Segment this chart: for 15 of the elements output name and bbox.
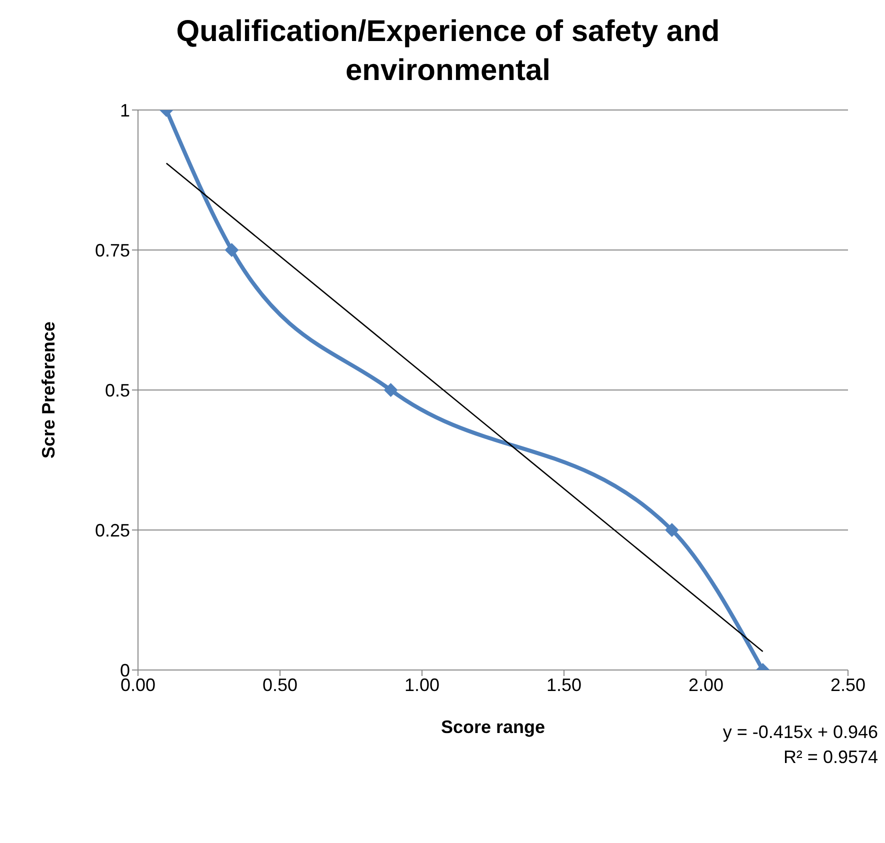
y-tick-label: 0.25 <box>94 520 130 540</box>
x-tick-label: 1.50 <box>546 674 582 695</box>
x-axis-title: Score range <box>440 716 546 737</box>
x-tick-label: 2.00 <box>688 674 724 695</box>
text: R² = 0.9574 <box>782 746 878 769</box>
y-axis-title: Scre Preference <box>38 321 58 459</box>
y-tick-label: 0.75 <box>94 240 130 260</box>
text: y = -0.415x + 0.946 <box>722 720 878 744</box>
chart-title: Qualification/Experience of safety and environmental <box>175 14 721 89</box>
x-tick-label: 0.50 <box>262 674 298 695</box>
y-tick-label: 0.5 <box>104 380 130 400</box>
y-tick-label: 1 <box>120 100 130 120</box>
x-tick-label: 1.00 <box>404 674 440 695</box>
x-tick-label: 2.50 <box>830 674 866 695</box>
point <box>384 383 398 397</box>
